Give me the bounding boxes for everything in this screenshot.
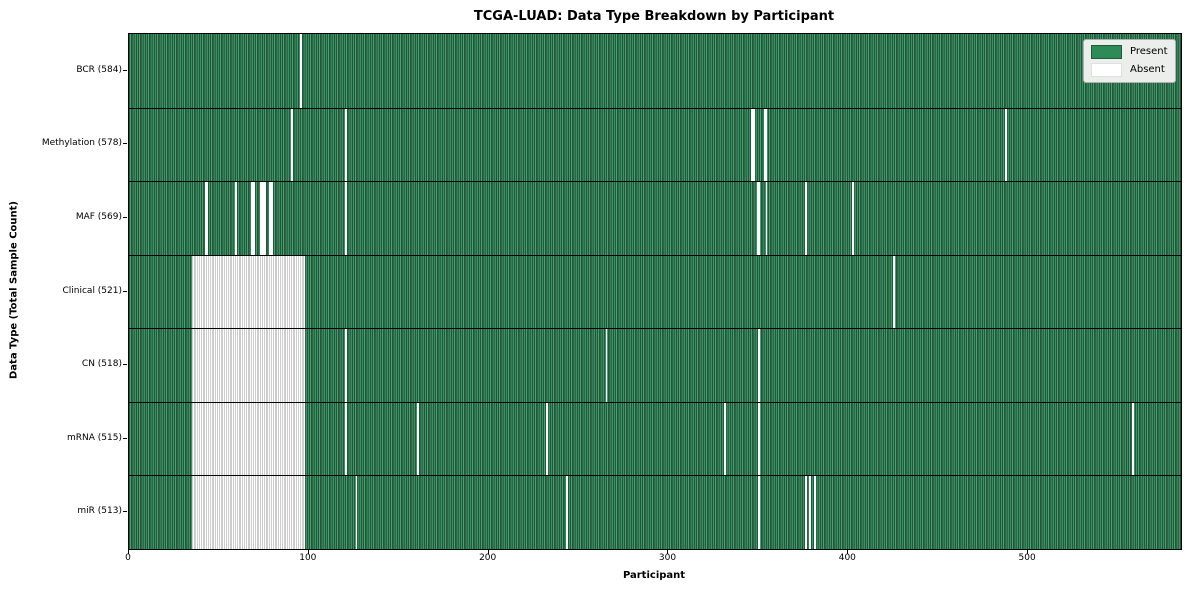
absent-stripe — [805, 475, 807, 549]
row-separator — [129, 107, 1181, 109]
chart-plot-area — [128, 33, 1182, 550]
xtick-mark — [487, 549, 489, 554]
legend-present-label: Present — [1130, 46, 1168, 57]
xtick-mark — [667, 549, 669, 554]
absent-stripe — [605, 328, 608, 402]
xtick-mark — [307, 549, 309, 554]
xtick-mark — [128, 549, 129, 554]
absent-stripe — [344, 401, 347, 476]
ytick-mark — [123, 143, 127, 145]
absent-stripe — [751, 107, 755, 182]
absent-stripe — [191, 401, 306, 476]
absent-stripe — [344, 328, 347, 402]
present-swatch-icon — [1091, 45, 1122, 59]
absent-stripe — [191, 328, 306, 402]
legend-entry-present: Present — [1091, 45, 1168, 59]
row-separator — [129, 328, 1181, 330]
absent-stripe — [1004, 107, 1007, 182]
absent-stripe — [344, 107, 347, 182]
ytick-label-CN: CN (518) — [81, 359, 122, 370]
ytick-label-miR: miR (513) — [77, 506, 122, 517]
ytick-label-mRNA: mRNA (515) — [67, 432, 122, 443]
absent-stripe — [565, 475, 568, 549]
ytick-mark — [123, 364, 127, 366]
row-CN — [129, 328, 1181, 402]
row-BCR — [129, 34, 1181, 108]
xtick-mark — [1027, 549, 1029, 554]
ytick-label-Methylation: Methylation (578) — [41, 138, 122, 149]
row-separator — [129, 254, 1181, 256]
absent-stripe — [191, 475, 306, 549]
xtick-label-300: 300 — [658, 553, 677, 563]
ytick-mark — [123, 437, 127, 439]
absent-stripe — [893, 254, 896, 329]
y-axis-label: Data Type (Total Sample Count) — [8, 200, 20, 380]
absent-swatch-icon — [1091, 63, 1122, 77]
row-mRNA — [129, 401, 1181, 476]
absent-stripe — [546, 401, 548, 476]
absent-stripe — [756, 181, 761, 255]
ytick-mark — [123, 69, 127, 71]
absent-stripe — [299, 34, 302, 108]
absent-stripe — [260, 181, 266, 255]
absent-stripe — [763, 107, 768, 182]
legend-absent-label: Absent — [1130, 64, 1165, 75]
absent-stripe — [416, 401, 419, 476]
ytick-label-Clinical: Clinical (521) — [62, 285, 122, 296]
ytick-label-BCR: BCR (584) — [76, 64, 122, 75]
absent-stripe — [758, 328, 761, 402]
row-MAF — [129, 181, 1181, 255]
absent-stripe — [191, 254, 306, 329]
row-Methylation — [129, 107, 1181, 182]
absent-stripe — [290, 107, 293, 182]
absent-stripe — [251, 181, 255, 255]
xtick-label-100: 100 — [299, 553, 317, 563]
absent-stripe — [235, 181, 237, 255]
xtick-mark — [847, 549, 849, 554]
legend: Present Absent — [1083, 39, 1176, 83]
x-axis-label: Participant — [622, 570, 686, 581]
absent-stripe — [724, 401, 727, 476]
absent-stripe — [805, 181, 807, 255]
absent-stripe — [758, 401, 761, 476]
xtick-label-200: 200 — [479, 553, 497, 563]
ytick-mark — [123, 290, 127, 292]
row-separator — [129, 181, 1181, 183]
absent-stripe — [851, 181, 854, 255]
absent-stripe — [814, 475, 816, 549]
absent-stripe — [344, 181, 347, 255]
chart-title: TCGA-LUAD: Data Type Breakdown by Partic… — [473, 9, 835, 24]
legend-entry-absent: Absent — [1091, 63, 1168, 77]
xtick-label-0: 0 — [125, 553, 131, 563]
absent-stripe — [355, 475, 358, 549]
row-Clinical — [129, 254, 1181, 329]
absent-stripe — [204, 181, 209, 255]
row-separator — [129, 401, 1181, 403]
absent-stripe — [758, 475, 761, 549]
ytick-label-MAF: MAF (569) — [75, 211, 122, 222]
absent-stripe — [1132, 401, 1135, 476]
row-separator — [129, 475, 1181, 477]
absent-stripe — [765, 181, 768, 255]
absent-stripe — [808, 475, 811, 549]
xtick-label-400: 400 — [838, 553, 856, 563]
row-miR — [129, 475, 1181, 549]
xtick-label-500: 500 — [1018, 553, 1036, 563]
ytick-mark — [123, 511, 127, 513]
absent-stripe — [269, 181, 273, 255]
ytick-mark — [123, 216, 127, 218]
